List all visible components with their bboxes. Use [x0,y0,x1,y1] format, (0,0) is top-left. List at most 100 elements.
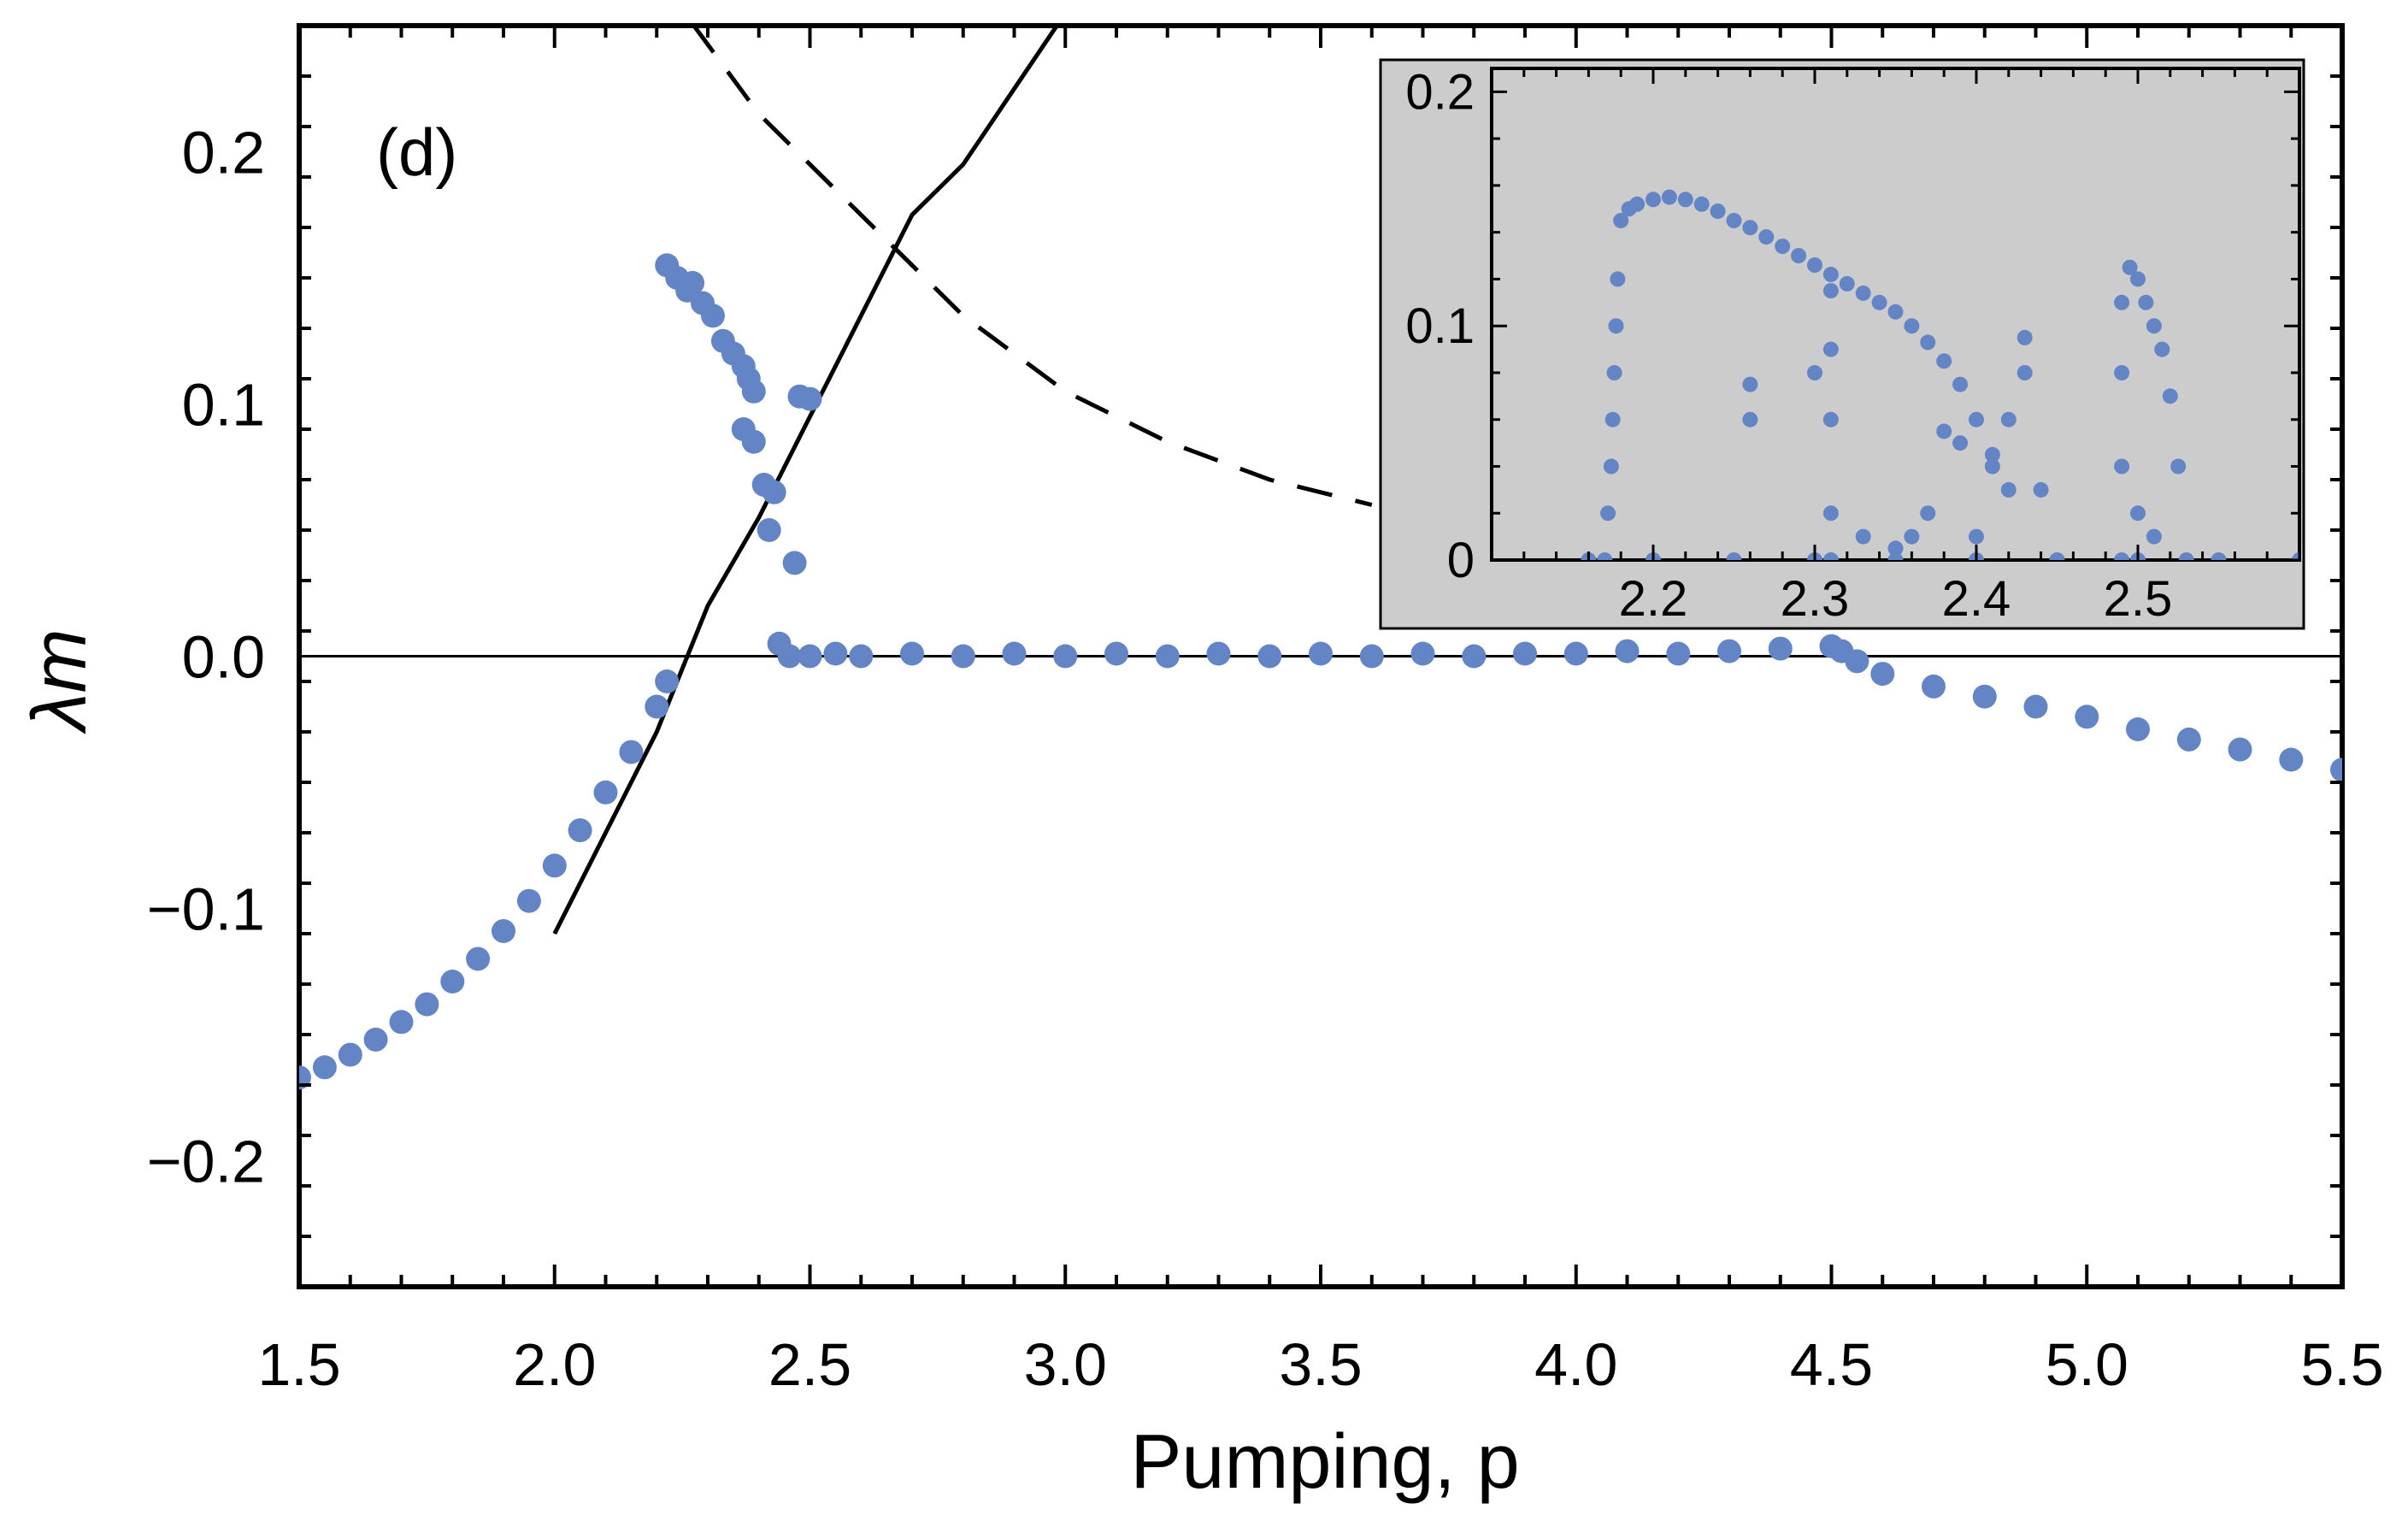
reference-line-solid [552,26,1060,935]
inset-data-point [1726,213,1742,228]
inset-data-point [1822,552,1839,560]
inset-data-point [1600,505,1616,522]
data-point [389,1010,414,1035]
data-point [951,644,975,669]
data-point [741,429,766,454]
data-point [1410,641,1435,666]
inset-data-point [2146,318,2162,334]
inset-x-tick-label: 2.3 [1781,571,1850,627]
inset-data-point [2178,552,2194,560]
inset-data-point [2130,505,2146,522]
x-tick-label: 3.5 [1279,1331,1362,1398]
inset-data-point [1822,283,1839,299]
inset-data-point [1936,353,1952,369]
inset-data-point [2114,458,2130,475]
inset-data-point [2000,411,2016,428]
inset-plot: 2.2 2.3 2.4 2.5 0 0.1 0.2 [1379,58,2305,630]
x-axis-title: Pumping, p [1130,1419,1519,1505]
inset-data-point [1822,411,1839,428]
inset-data-point [2292,552,2299,560]
inset-data-point [1807,257,1822,273]
data-point [1768,636,1793,661]
inset-data-point [1822,267,1839,282]
data-point [680,270,705,295]
inset-x-tick-label: 2.4 [1942,571,2011,627]
data-point [798,644,822,669]
inset-data-point [1608,318,1624,334]
data-point [1104,641,1128,666]
inset-data-point [1610,271,1626,287]
data-point [823,641,848,666]
data-point [701,304,725,328]
data-point [1002,641,1027,666]
inset-data-point [2122,259,2138,275]
inset-data-point [2170,458,2187,475]
data-point [2330,758,2342,782]
data-point [2176,727,2201,752]
data-point [900,641,924,666]
inset-data-point [1822,505,1839,522]
data-point [1257,644,1282,669]
data-point [619,740,644,764]
main-plot: 1.5 2.0 2.5 3.0 3.5 4.0 4.5 5.0 5.5 −0.2 −0.1 0.0 0… [17,23,2384,1505]
inset-data-point [1936,423,1952,439]
data-points [299,253,2342,1090]
data-point [849,644,874,669]
inset-data-point [1822,341,1839,357]
data-point [466,946,491,971]
inset-data-point [1775,239,1791,255]
y-tick-label: −0.2 [147,1129,265,1195]
x-tick-labels: 1.5 2.0 2.5 3.0 3.5 4.0 4.5 5.0 5.5 [257,1331,2383,1398]
inset-data-point [1839,275,1855,292]
inset-data-point [2211,552,2227,560]
inset-data-point [1742,411,1758,428]
data-point [568,818,592,843]
inset-data-point [2138,294,2154,310]
data-point [542,853,567,878]
data-point [1972,684,1997,709]
data-point [2023,694,2048,719]
inset-data-point [1969,528,1984,545]
data-point [1513,641,1537,666]
inset-data-point [1677,192,1693,208]
data-point [1845,649,1869,674]
inset-data-point [1661,189,1677,205]
data-point [1666,641,1691,666]
y-tick-label: 0.0 [182,624,265,691]
inset-data-point [1629,196,1646,212]
data-point [1563,641,1588,666]
inset-data-point [2146,528,2162,545]
data-point [338,1042,362,1067]
data-point [440,970,465,994]
y-axis-title: λm [17,628,103,734]
inset-data-point [1871,294,1887,310]
x-tick-label: 2.0 [513,1331,596,1398]
inset-data-points [1581,189,2299,560]
data-point [655,669,680,693]
inset-data-point [1597,552,1613,560]
inset-data-point [2049,552,2065,560]
data-point [762,480,786,504]
data-point [2279,747,2304,772]
data-point [1922,674,1946,699]
data-point [1359,644,1384,669]
data-point [757,518,781,542]
data-point [2075,705,2099,729]
inset-data-point [1742,376,1758,392]
x-tick-label: 2.5 [768,1331,851,1398]
inset-axis-ticks [1490,68,2301,562]
data-point [1206,641,1231,666]
inset-data-point [1606,365,1622,380]
inset-x-tick-label: 2.2 [1619,571,1688,627]
inset-data-point [1920,505,1936,522]
inset-data-point [1952,376,1969,392]
x-tick-label: 4.5 [1790,1331,1873,1398]
inset-data-point [1984,446,2000,463]
data-point [593,780,618,805]
data-point [798,386,822,411]
data-point [1309,641,1333,666]
data-point [2126,717,2150,741]
data-point [1870,662,1895,687]
inset-data-point [2130,271,2146,287]
inset-data-point [2016,365,2033,380]
